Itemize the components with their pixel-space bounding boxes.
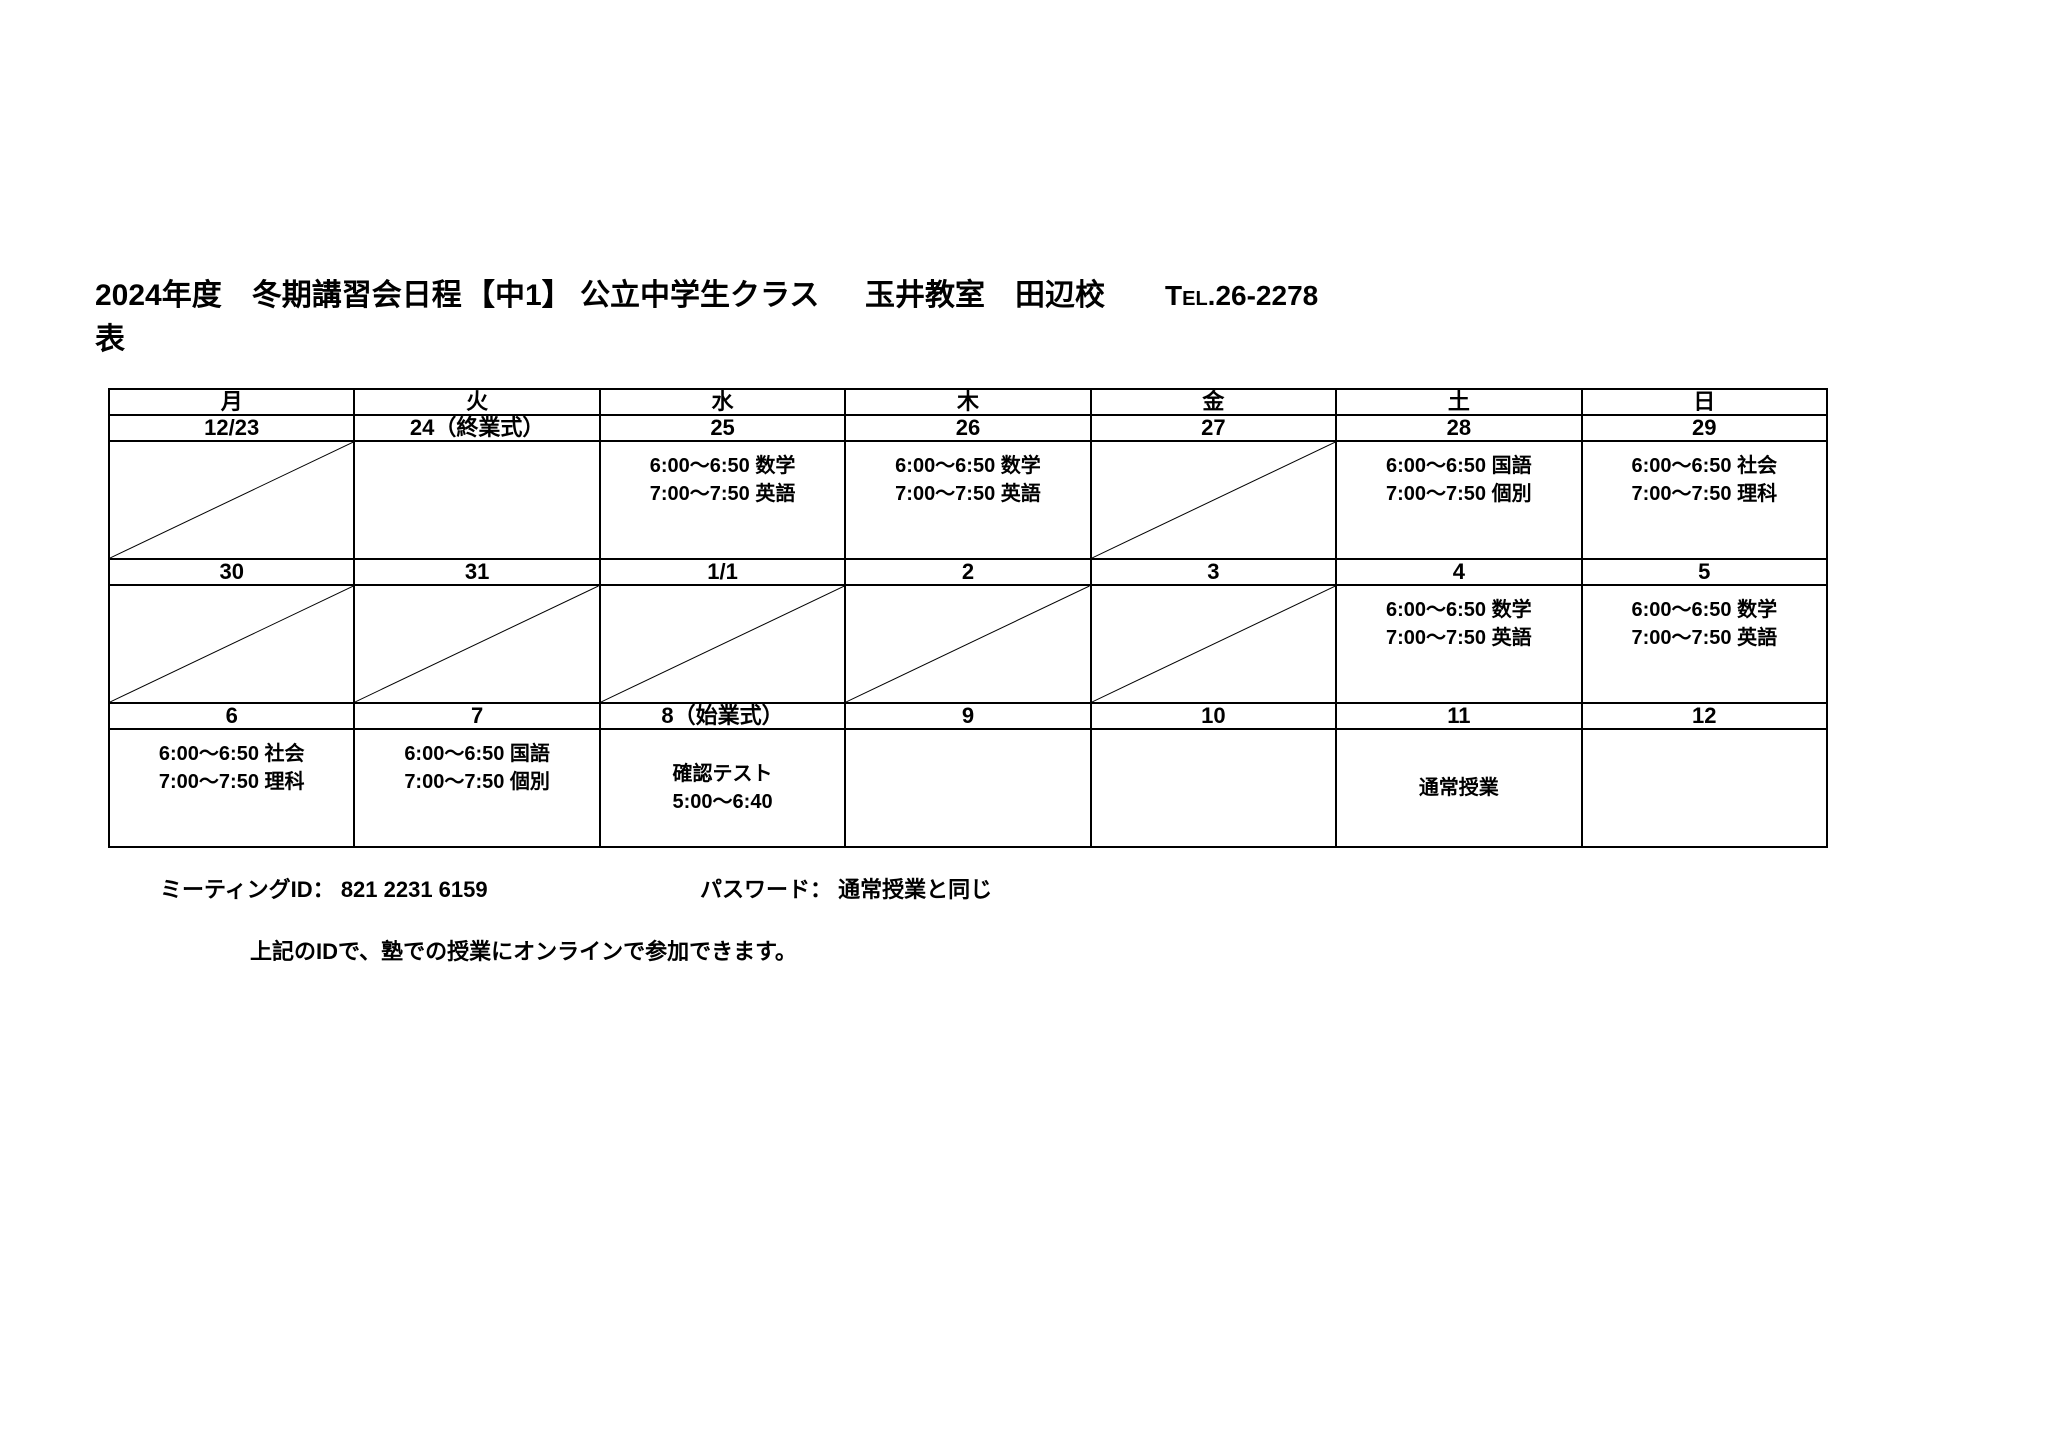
day-header-cell: 木: [845, 389, 1090, 415]
date-cell: 25: [600, 415, 845, 441]
date-cell: 5: [1582, 559, 1827, 585]
schedule-cell: [109, 585, 354, 703]
schedule-cell: [845, 585, 1090, 703]
date-cell: 31: [354, 559, 599, 585]
schedule-line: 7:00～7:50 個別: [1337, 480, 1580, 508]
schedule-line: 6:00～6:50 数学: [601, 452, 844, 480]
schedule-row: 6:00～6:50 数学7:00～7:50 英語6:00～6:50 数学7:00…: [109, 441, 1827, 559]
tel-number: 26-2278: [1215, 280, 1318, 311]
day-header-cell: 月: [109, 389, 354, 415]
footer: ミーティングID： 821 2231 6159 パスワード： 通常授業と同じ 上…: [90, 872, 1958, 966]
date-cell: 8（始業式）: [600, 703, 845, 729]
schedule-cell: 確認テスト5:00～6:40: [600, 729, 845, 847]
date-cell: 12/23: [109, 415, 354, 441]
password: パスワード： 通常授業と同じ: [700, 872, 992, 904]
schedule-cell: [1582, 729, 1827, 847]
schedule-line: 7:00～7:50 理科: [1583, 480, 1826, 508]
day-header-cell: 水: [600, 389, 845, 415]
date-cell: 6: [109, 703, 354, 729]
doc-title: 2024年度 冬期講習会日程表: [95, 270, 465, 358]
schedule-table: 月火水木金土日 12/2324（終業式）25262728296:00～6:50 …: [108, 388, 1828, 848]
schedule-line: 7:00～7:50 英語: [1337, 624, 1580, 652]
password-value: 通常授業と同じ: [838, 877, 992, 902]
schedule-cell: 6:00～6:50 数学7:00～7:50 英語: [1336, 585, 1581, 703]
password-label: パスワード：: [700, 877, 832, 902]
schedule-line: 6:00～6:50 数学: [846, 452, 1089, 480]
footer-note: 上記のIDで、塾での授業にオンラインで参加できます。: [90, 934, 1958, 966]
date-cell: 4: [1336, 559, 1581, 585]
schedule-cell: 6:00～6:50 社会7:00～7:50 理科: [109, 729, 354, 847]
date-cell: 10: [1091, 703, 1336, 729]
school-name: 玉井教室 田辺校: [865, 270, 1165, 314]
date-cell: 2: [845, 559, 1090, 585]
header: 2024年度 冬期講習会日程表 【中1】 公立中学生クラス 玉井教室 田辺校 T…: [90, 270, 1958, 358]
date-cell: 30: [109, 559, 354, 585]
schedule-line: 5:00～6:40: [673, 788, 773, 816]
schedule-cell: 6:00～6:50 国語7:00～7:50 個別: [1336, 441, 1581, 559]
schedule-cell: [1091, 585, 1336, 703]
tel-label: Tel.: [1165, 280, 1215, 311]
date-row: 678（始業式）9101112: [109, 703, 1827, 729]
schedule-cell: [845, 729, 1090, 847]
date-cell: 12: [1582, 703, 1827, 729]
meeting-id-label: ミーティングID：: [160, 877, 335, 902]
date-cell: 29: [1582, 415, 1827, 441]
date-cell: 9: [845, 703, 1090, 729]
day-header-cell: 日: [1582, 389, 1827, 415]
schedule-cell: [600, 585, 845, 703]
schedule-line: 6:00～6:50 国語: [355, 740, 598, 768]
schedule-line: 6:00～6:50 国語: [1337, 452, 1580, 480]
schedule-cell: 6:00～6:50 数学7:00～7:50 英語: [845, 441, 1090, 559]
day-header-cell: 土: [1336, 389, 1581, 415]
date-cell: 26: [845, 415, 1090, 441]
phone: Tel.26-2278: [1165, 280, 1318, 312]
schedule-line: 7:00～7:50 英語: [601, 480, 844, 508]
schedule-cell: [1091, 729, 1336, 847]
date-row: 12/2324（終業式）2526272829: [109, 415, 1827, 441]
date-cell: 24（終業式）: [354, 415, 599, 441]
date-cell: 1/1: [600, 559, 845, 585]
date-row: 30311/12345: [109, 559, 1827, 585]
schedule-cell: 6:00～6:50 数学7:00～7:50 英語: [600, 441, 845, 559]
day-header-cell: 火: [354, 389, 599, 415]
schedule-cell: 6:00～6:50 数学7:00～7:50 英語: [1582, 585, 1827, 703]
schedule-line: 7:00～7:50 英語: [1583, 624, 1826, 652]
schedule-line: 6:00～6:50 社会: [1583, 452, 1826, 480]
schedule-line: 7:00～7:50 英語: [846, 480, 1089, 508]
schedule-cell: [354, 585, 599, 703]
date-cell: 7: [354, 703, 599, 729]
schedule-cell: 6:00～6:50 国語7:00～7:50 個別: [354, 729, 599, 847]
class-name: 【中1】 公立中学生クラス: [465, 270, 865, 314]
meeting-id-value: 821 2231 6159: [341, 877, 488, 902]
date-cell: 27: [1091, 415, 1336, 441]
schedule-row: 6:00～6:50 数学7:00～7:50 英語6:00～6:50 数学7:00…: [109, 585, 1827, 703]
date-cell: 28: [1336, 415, 1581, 441]
schedule-cell: [109, 441, 354, 559]
date-cell: 3: [1091, 559, 1336, 585]
schedule-cell: 6:00～6:50 社会7:00～7:50 理科: [1582, 441, 1827, 559]
schedule-line: 6:00～6:50 数学: [1337, 596, 1580, 624]
day-header-cell: 金: [1091, 389, 1336, 415]
date-cell: 11: [1336, 703, 1581, 729]
schedule-cell: 通常授業: [1336, 729, 1581, 847]
meeting-id: ミーティングID： 821 2231 6159: [160, 872, 700, 904]
day-header-row: 月火水木金土日: [109, 389, 1827, 415]
schedule-line: 確認テスト: [673, 760, 773, 788]
schedule-line: 6:00～6:50 社会: [110, 740, 353, 768]
schedule-cell: [354, 441, 599, 559]
schedule-line: 通常授業: [1419, 774, 1499, 802]
schedule-row: 6:00～6:50 社会7:00～7:50 理科6:00～6:50 国語7:00…: [109, 729, 1827, 847]
schedule-line: 7:00～7:50 個別: [355, 768, 598, 796]
schedule-cell: [1091, 441, 1336, 559]
schedule-line: 7:00～7:50 理科: [110, 768, 353, 796]
schedule-line: 6:00～6:50 数学: [1583, 596, 1826, 624]
